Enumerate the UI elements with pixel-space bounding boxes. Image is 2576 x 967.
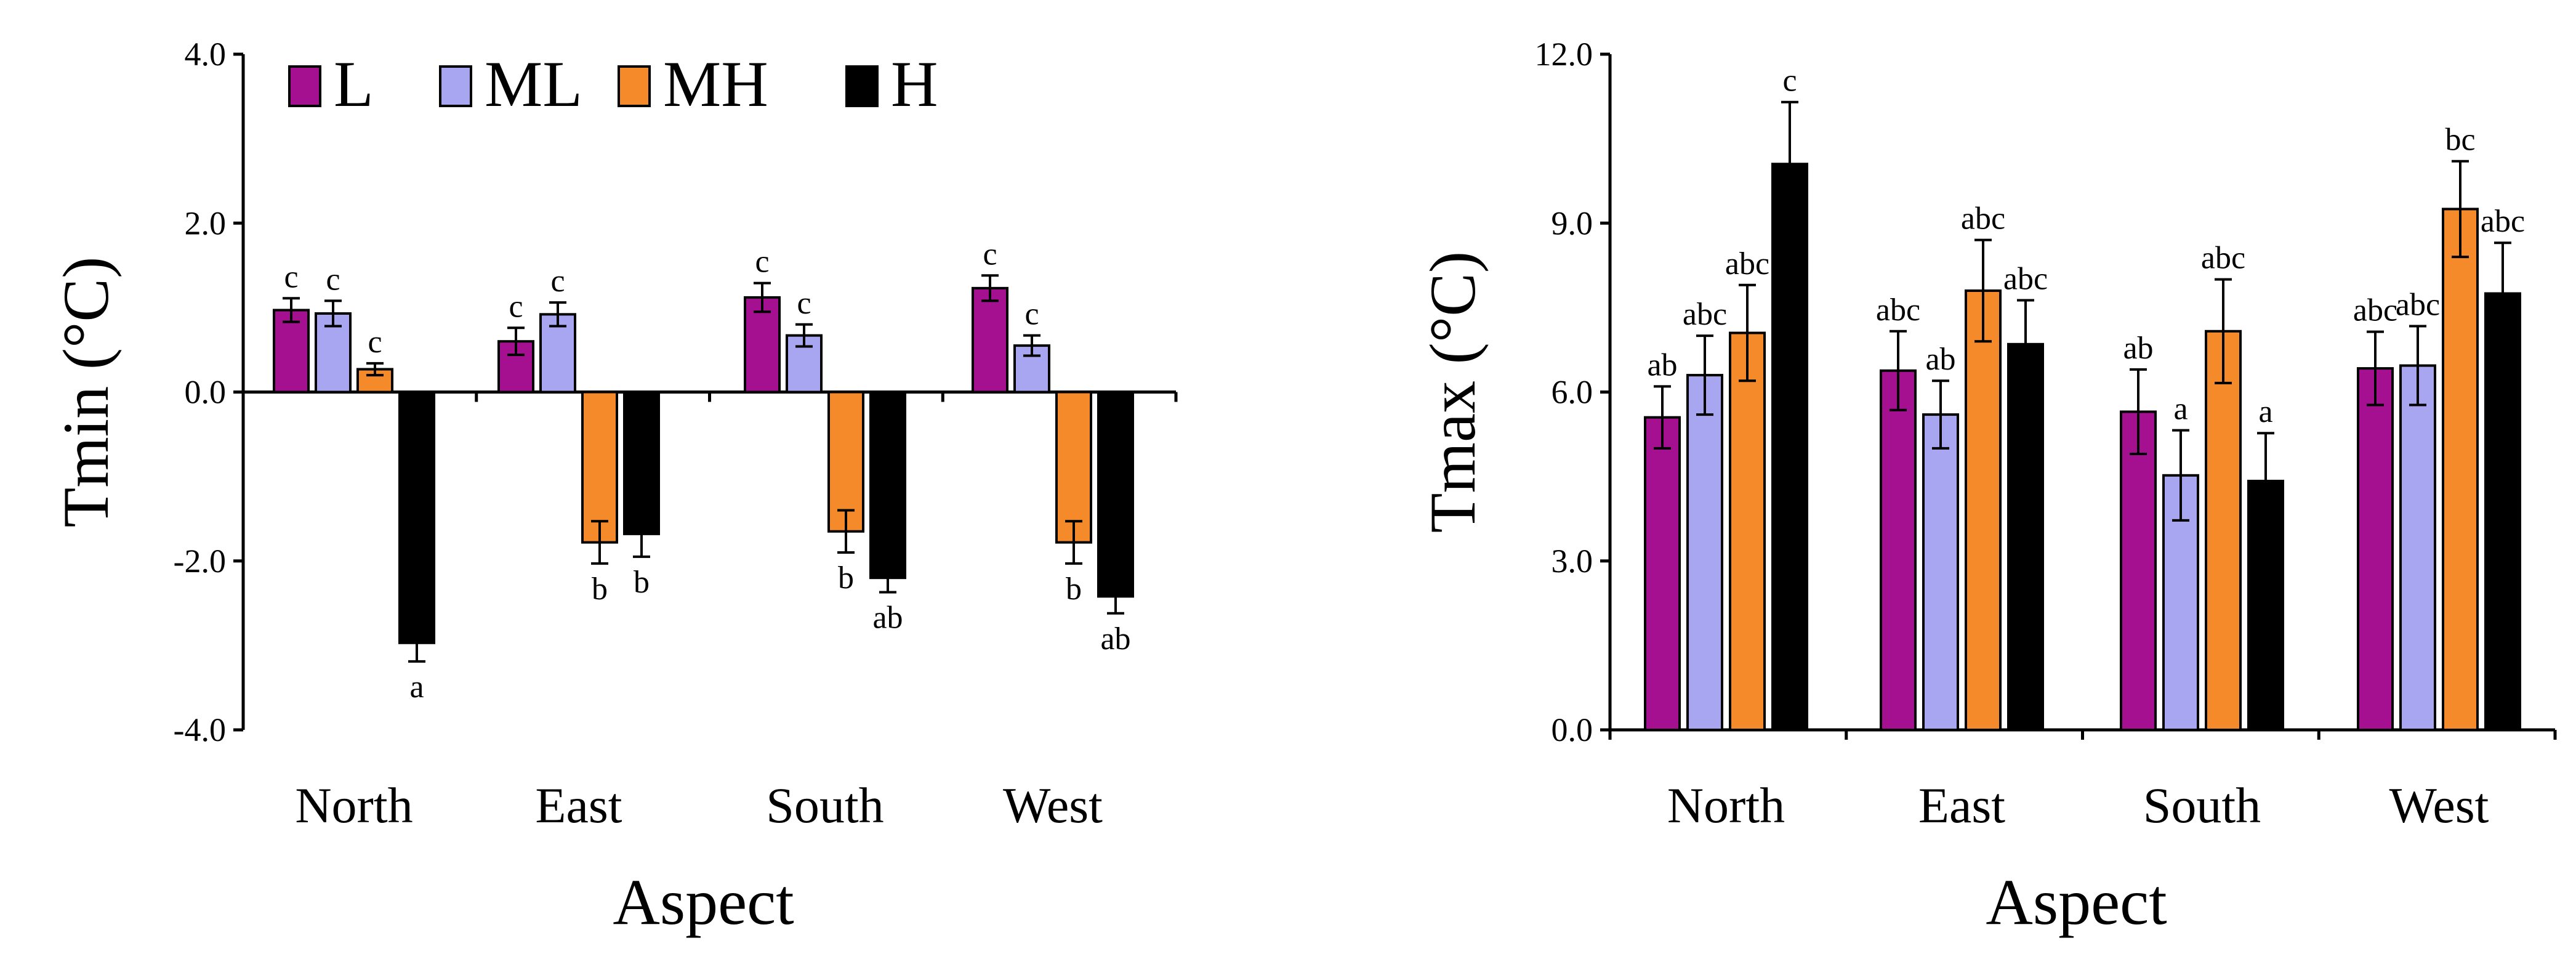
significance-label: b (1066, 572, 1082, 607)
significance-label: ab (1100, 621, 1130, 657)
x-axis-title: Aspect (613, 866, 794, 938)
category-label: South (766, 777, 883, 833)
tmax-chart: 0.03.06.09.012.0ababcabccNorthabcababcab… (1417, 36, 2557, 938)
bar (1686, 374, 1723, 731)
y-axis-title: Tmin (°C) (50, 257, 122, 528)
bar (827, 390, 864, 533)
category-label: West (1003, 777, 1103, 833)
significance-label: c (1782, 63, 1797, 99)
significance-label: ab (872, 600, 903, 635)
significance-label: c (797, 286, 811, 321)
bar (1644, 416, 1681, 731)
significance-label: abc (2396, 288, 2440, 323)
bar (1771, 163, 1808, 731)
x-axis-title: Aspect (1986, 866, 2167, 938)
significance-label: bc (2445, 123, 2475, 158)
bar (2442, 208, 2479, 732)
bar (1729, 331, 1766, 731)
significance-label: c (326, 262, 340, 297)
y-tick-label: 9.0 (1552, 204, 1593, 241)
legend-swatch (845, 65, 879, 107)
bar (2205, 330, 2242, 731)
legend-item: H (845, 48, 938, 120)
category-label: North (1667, 777, 1785, 833)
significance-label: abc (2003, 261, 2048, 296)
legend-item: MH (618, 48, 768, 120)
legend-swatch (288, 65, 321, 107)
bar (2357, 367, 2394, 731)
category-label: East (535, 777, 622, 833)
legend-label: MH (663, 48, 768, 120)
significance-label: c (755, 245, 769, 280)
bar (2120, 410, 2157, 731)
significance-label: a (2258, 394, 2272, 429)
significance-label: abc (1961, 201, 2005, 237)
y-tick-label: 12.0 (1535, 36, 1593, 73)
category-label: South (2143, 777, 2261, 833)
bar (2399, 364, 2436, 731)
y-axis-title: Tmax (°C) (1417, 251, 1489, 533)
significance-label: abc (2201, 241, 2245, 276)
y-tick-label: 2.0 (185, 204, 227, 241)
significance-label: c (1024, 297, 1039, 332)
significance-label: c (550, 264, 565, 299)
significance-label: c (509, 289, 523, 324)
legend-label: ML (485, 48, 582, 120)
y-tick-label: -2.0 (174, 543, 226, 580)
legend-item: ML (439, 48, 582, 120)
bar (1880, 369, 1917, 731)
bar (1055, 390, 1092, 544)
bar (1097, 390, 1134, 598)
y-tick-label: 6.0 (1552, 374, 1593, 411)
bar (869, 390, 906, 580)
y-tick-label: 0.0 (1552, 711, 1593, 748)
y-tick-label: 0.0 (185, 374, 227, 411)
significance-label: a (2173, 392, 2188, 427)
significance-label: abc (1725, 246, 1769, 281)
category-label: West (2389, 777, 2489, 833)
significance-label: c (983, 237, 997, 272)
bar (1965, 289, 2002, 731)
bar (1922, 413, 1959, 731)
significance-label: ab (2123, 331, 2153, 366)
category-label: North (295, 777, 413, 833)
significance-label: b (838, 560, 854, 596)
y-tick-label: -4.0 (174, 711, 226, 748)
bar (744, 296, 781, 394)
bar (581, 390, 618, 544)
y-tick-label: 3.0 (1552, 543, 1593, 580)
bar (2484, 292, 2521, 732)
legend-label: L (334, 48, 374, 120)
significance-label: abc (2353, 293, 2397, 328)
y-tick-label: 4.0 (185, 36, 227, 73)
legend-item: L (288, 48, 374, 120)
bar (972, 286, 1008, 394)
significance-label: a (409, 670, 424, 705)
significance-label: ab (1647, 347, 1677, 382)
legend-swatch (439, 65, 472, 107)
bar (398, 390, 435, 644)
significance-label: b (634, 565, 650, 600)
bar (786, 334, 823, 394)
legend-swatch (618, 65, 651, 107)
bar (273, 309, 310, 394)
legend-label: H (891, 48, 938, 120)
significance-label: b (592, 572, 608, 607)
category-label: East (1918, 777, 2005, 833)
significance-label: abc (2481, 204, 2525, 239)
significance-label: abc (1876, 293, 1920, 328)
significance-label: abc (1683, 297, 1727, 332)
legend: L ML MH H (288, 48, 938, 120)
significance-label: c (284, 259, 298, 294)
significance-label: ab (1925, 342, 1955, 377)
bar (2007, 342, 2044, 731)
significance-label: c (368, 325, 382, 360)
